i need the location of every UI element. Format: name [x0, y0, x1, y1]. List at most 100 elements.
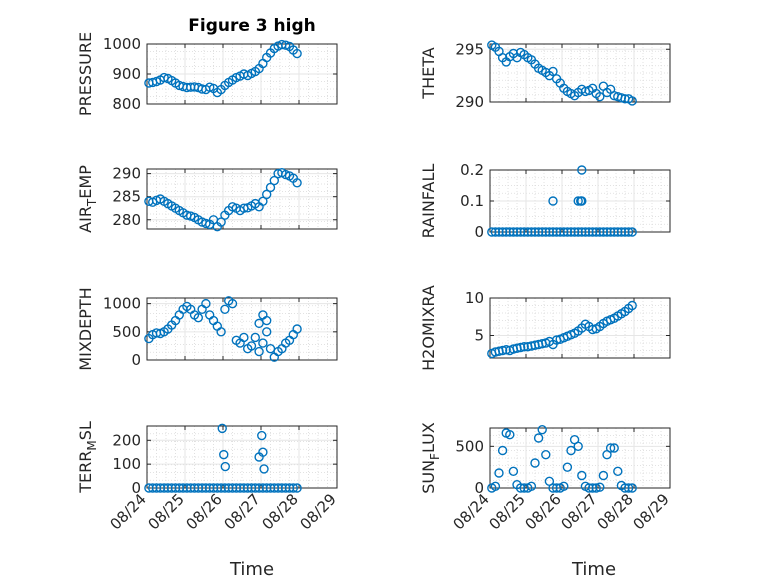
data-point — [584, 483, 594, 493]
data-point — [541, 227, 551, 237]
y-tick-label: 0 — [474, 223, 484, 241]
data-point — [555, 227, 565, 237]
x-axis-label-right: Time — [571, 559, 616, 580]
data-point — [204, 310, 215, 320]
subplot-2: 290 295 THETA — [419, 40, 671, 111]
axes-box — [146, 297, 338, 361]
data-point — [258, 447, 268, 457]
data-point — [258, 338, 268, 348]
y-axis-label: RAINFALL — [419, 164, 438, 239]
data-point — [526, 227, 537, 237]
data-point — [562, 227, 573, 237]
y-axis-label: SUNFLUX — [419, 422, 442, 494]
subplot-4: 0 0.1 0.2 RAINFALL — [419, 161, 671, 241]
data-point — [508, 227, 519, 237]
data-point — [548, 66, 558, 77]
y-axis-label: H2OMIXRA — [419, 285, 438, 371]
y-tick-label: 295 — [455, 40, 484, 58]
data-point — [627, 300, 637, 311]
data-point — [613, 466, 623, 477]
subplot-5: 0 500 1000 MIXDEPTH — [76, 287, 338, 371]
data-point — [174, 310, 185, 320]
axes-box — [489, 43, 671, 103]
data-point — [537, 424, 547, 435]
x-tick-label: 08/28 — [259, 490, 302, 533]
y-tick-label: 900 — [112, 65, 141, 83]
data-point — [220, 461, 230, 472]
data-point — [602, 227, 612, 237]
data-point — [288, 483, 298, 493]
y-tick-label: 1000 — [103, 295, 141, 313]
data-point — [595, 92, 605, 102]
data-point — [533, 433, 544, 443]
x-tick-label: 08/27 — [221, 490, 264, 533]
y-axis-label: THETA — [419, 47, 438, 99]
data-point — [591, 483, 601, 493]
data-point — [559, 481, 569, 492]
data-point — [197, 304, 207, 314]
data-point — [505, 227, 515, 237]
x-tick-label: 08/29 — [297, 490, 340, 533]
data-point — [573, 227, 583, 237]
data-point — [530, 458, 540, 468]
data-point — [216, 327, 226, 337]
y-tick-label: 200 — [112, 431, 141, 449]
y-axis-label: PRESSURE — [76, 32, 95, 116]
data-point — [627, 96, 637, 106]
data-point — [258, 310, 268, 320]
y-tick-label: 280 — [112, 211, 141, 229]
data-point — [587, 227, 598, 237]
data-point — [595, 482, 605, 492]
x-tick-label: 08/24 — [107, 490, 150, 533]
data-point — [584, 227, 594, 237]
data-point — [548, 483, 558, 493]
data-point — [258, 196, 268, 207]
data-point — [497, 345, 508, 356]
y-tick-label: 100 — [112, 455, 141, 473]
data-point — [620, 483, 630, 493]
x-axis-label-left: Time — [229, 559, 274, 580]
data-point — [609, 443, 619, 453]
data-point — [526, 481, 537, 492]
data-point — [559, 227, 569, 237]
data-point — [505, 429, 515, 440]
data-point — [193, 313, 204, 323]
data-point — [262, 327, 272, 337]
data-point — [544, 227, 555, 237]
data-point — [548, 227, 558, 237]
data-point — [257, 430, 267, 441]
data-point — [494, 227, 504, 237]
data-point — [573, 441, 583, 452]
data-point — [623, 227, 634, 237]
x-tick-label: 08/26 — [522, 490, 565, 533]
data-point — [609, 227, 619, 237]
data-point — [605, 443, 616, 453]
y-tick-label: 500 — [112, 323, 141, 341]
data-point — [490, 227, 501, 237]
data-point — [201, 218, 211, 229]
data-point — [548, 196, 558, 206]
data-point — [580, 227, 591, 237]
data-point — [577, 196, 587, 206]
y-tick-label: 800 — [112, 95, 141, 113]
data-point — [515, 227, 526, 237]
data-point — [587, 483, 598, 493]
data-point — [530, 227, 540, 237]
data-point — [292, 48, 302, 59]
y-tick-label: 290 — [455, 93, 484, 111]
data-point — [616, 227, 627, 237]
data-point — [208, 315, 219, 326]
data-point — [246, 341, 257, 351]
axes-box — [489, 297, 671, 359]
data-point — [250, 332, 261, 343]
y-axis-label: MIXDEPTH — [76, 287, 95, 370]
data-point — [497, 227, 508, 237]
data-point — [523, 227, 533, 237]
data-point — [595, 227, 605, 237]
data-point — [262, 315, 272, 326]
data-point — [577, 227, 587, 237]
